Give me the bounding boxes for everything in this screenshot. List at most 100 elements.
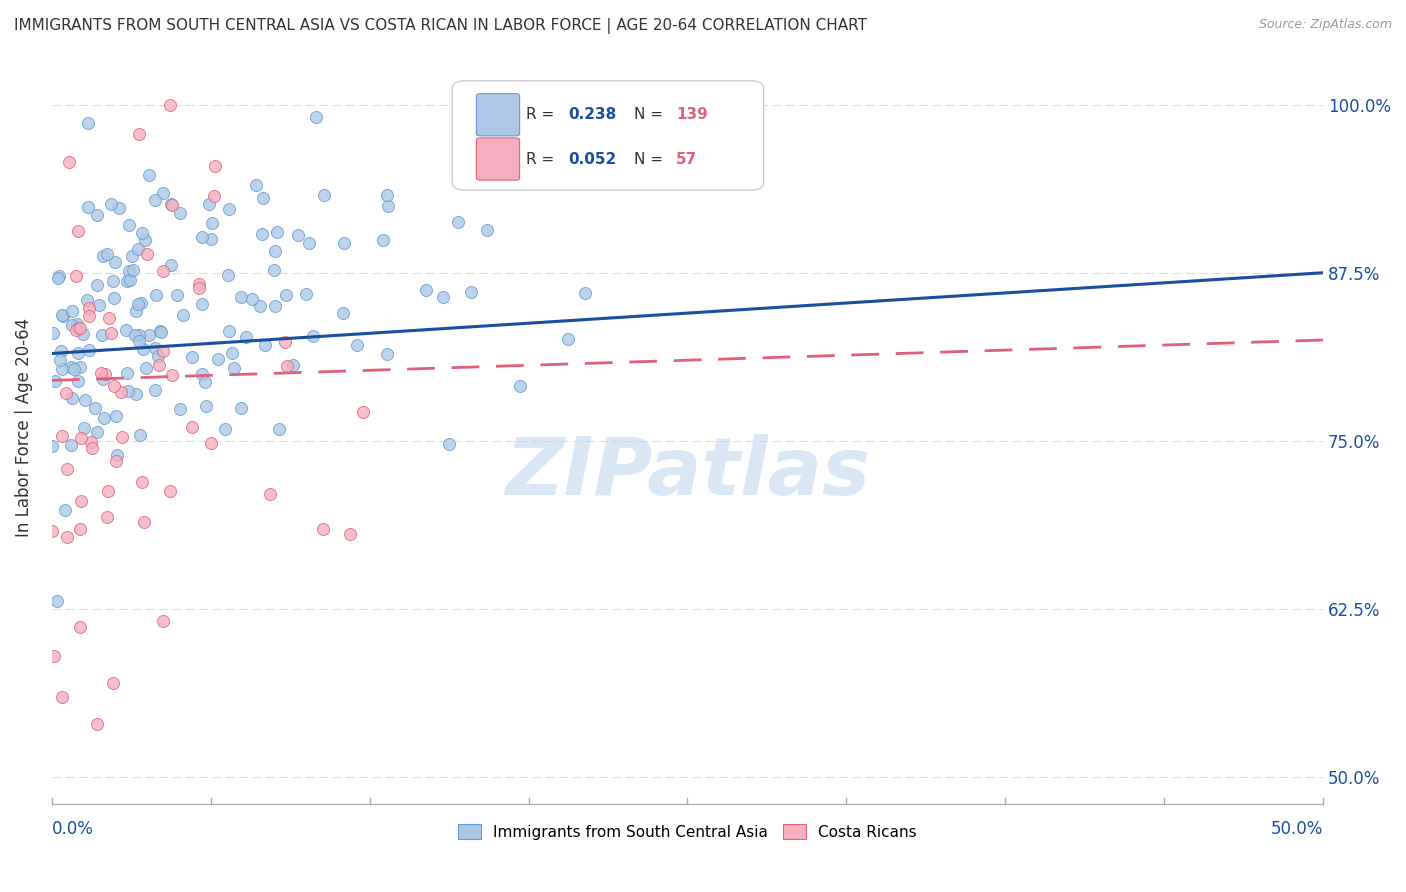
Point <box>101 676 124 690</box>
Point <box>131 475 153 489</box>
Point <box>263 244 285 258</box>
Point <box>198 197 221 211</box>
Point <box>339 526 361 541</box>
Point <box>117 218 139 232</box>
FancyBboxPatch shape <box>477 94 520 136</box>
Point <box>252 191 274 205</box>
Point <box>375 188 398 202</box>
Point <box>129 295 152 310</box>
Point <box>149 324 172 338</box>
Point <box>51 308 73 322</box>
Point <box>160 197 183 211</box>
Point <box>76 293 98 307</box>
Point <box>127 242 149 256</box>
Point <box>69 321 91 335</box>
Point <box>90 327 112 342</box>
Point <box>44 649 66 664</box>
Point <box>51 343 73 358</box>
Point <box>138 168 160 182</box>
Text: IMMIGRANTS FROM SOUTH CENTRAL ASIA VS COSTA RICAN IN LABOR FORCE | AGE 20-64 COR: IMMIGRANTS FROM SOUTH CENTRAL ASIA VS CO… <box>14 18 868 34</box>
Point <box>187 281 209 295</box>
Text: R =: R = <box>526 152 560 167</box>
Point <box>281 358 304 372</box>
Point <box>152 186 174 201</box>
Point <box>80 435 103 450</box>
Point <box>128 127 150 141</box>
Point <box>103 291 125 305</box>
Text: 139: 139 <box>676 107 707 122</box>
Point <box>70 432 93 446</box>
Point <box>159 97 181 112</box>
Point <box>60 391 83 405</box>
Point <box>460 285 482 300</box>
Point <box>191 367 214 381</box>
Text: R =: R = <box>526 107 560 122</box>
Point <box>89 298 111 312</box>
Point <box>207 351 229 366</box>
Point <box>214 421 236 435</box>
Point <box>377 199 399 213</box>
Point <box>66 317 89 331</box>
Point <box>352 405 374 419</box>
Point <box>304 111 326 125</box>
Point <box>101 274 124 288</box>
Point <box>60 318 83 333</box>
Point <box>77 200 100 214</box>
Point <box>122 263 145 277</box>
Point <box>201 216 224 230</box>
Point <box>218 202 240 216</box>
Point <box>274 287 297 301</box>
Point <box>191 297 214 311</box>
Point <box>195 399 218 413</box>
Point <box>93 371 115 385</box>
Point <box>266 225 288 239</box>
Point <box>100 196 122 211</box>
Point <box>259 487 281 501</box>
Point <box>312 188 335 202</box>
Legend: Immigrants from South Central Asia, Costa Ricans: Immigrants from South Central Asia, Cost… <box>451 817 924 846</box>
Point <box>509 379 531 393</box>
Point <box>159 483 181 498</box>
Point <box>58 154 80 169</box>
Point <box>69 522 91 536</box>
Text: 0.0%: 0.0% <box>52 821 94 838</box>
Point <box>235 330 257 344</box>
Point <box>72 327 94 342</box>
Point <box>249 300 271 314</box>
Point <box>217 268 239 282</box>
Point <box>301 329 323 343</box>
Point <box>269 422 291 436</box>
Point <box>86 278 108 293</box>
Point <box>375 347 398 361</box>
Point <box>96 510 118 524</box>
Point <box>450 97 472 112</box>
Point <box>117 384 139 398</box>
Point <box>66 321 89 335</box>
Point <box>148 359 170 373</box>
Point <box>77 301 100 315</box>
Point <box>131 342 153 356</box>
Point <box>298 235 321 250</box>
Point <box>118 273 141 287</box>
Point <box>60 304 83 318</box>
Text: Source: ZipAtlas.com: Source: ZipAtlas.com <box>1258 18 1392 31</box>
Point <box>42 326 65 341</box>
FancyBboxPatch shape <box>453 81 763 190</box>
Point <box>187 277 209 291</box>
Point <box>124 328 146 343</box>
Point <box>51 361 73 376</box>
Point <box>276 359 298 373</box>
Point <box>138 328 160 343</box>
Point <box>127 297 149 311</box>
Point <box>134 234 156 248</box>
Point <box>287 227 309 242</box>
Point <box>143 193 166 207</box>
Point <box>128 328 150 343</box>
Point <box>77 309 100 323</box>
Point <box>129 428 152 442</box>
Point <box>110 384 132 399</box>
Point <box>44 374 66 388</box>
Point <box>65 323 87 337</box>
Point <box>439 436 461 450</box>
Point <box>41 524 63 538</box>
